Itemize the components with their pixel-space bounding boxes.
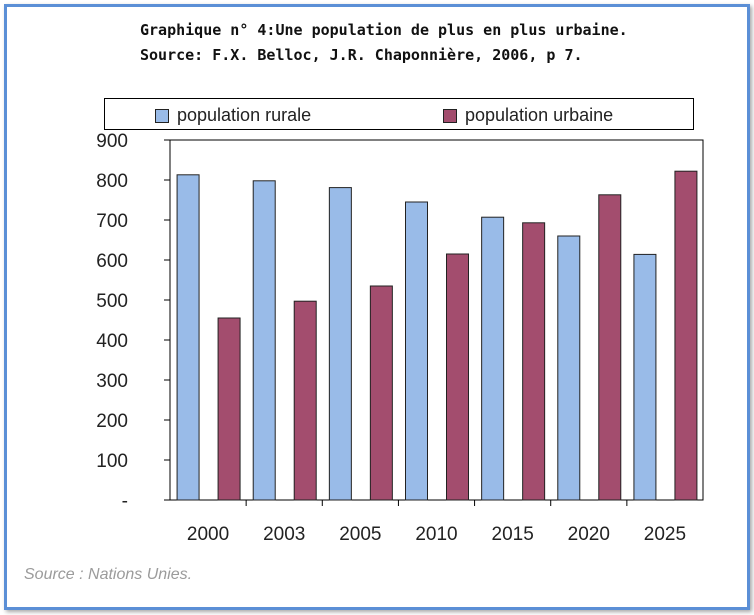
bar-urbaine-2000 (217, 317, 241, 501)
y-tick-label: 200 (96, 411, 128, 432)
bar-rural-2010 (405, 201, 428, 501)
y-tick-label: 900 (96, 131, 128, 152)
legend-swatch-urbaine (443, 109, 457, 124)
bar-urbaine-2010 (446, 253, 469, 501)
y-tick-label: 100 (96, 451, 128, 472)
x-tick-label: 2025 (644, 524, 686, 545)
bar-rural-2025 (633, 253, 657, 501)
x-tick-label: 2020 (568, 524, 610, 545)
bar-urbaine-2003 (293, 300, 317, 501)
y-tick-label: - (122, 491, 128, 512)
x-tick-label: 2000 (187, 524, 229, 545)
legend-label-rural: population rurale (177, 105, 312, 125)
bar-urbaine-2015 (522, 222, 546, 501)
y-tick-label: 800 (96, 171, 128, 192)
bar-rural-2020 (557, 235, 581, 501)
bar-urbaine-2020 (598, 194, 622, 501)
y-tick-label: 700 (96, 211, 128, 232)
x-tick-label: 2003 (263, 524, 305, 545)
plot-area (169, 139, 704, 501)
bar-rural-2005 (328, 187, 352, 501)
legend-label-urbaine: population urbaine (465, 105, 614, 125)
legend: population rurale population urbaine (104, 98, 694, 130)
title-line-2: Source: F.X. Belloc, J.R. Chaponnière, 2… (140, 46, 583, 64)
source-note: Source : Nations Unies. (24, 566, 193, 583)
y-tick-label: 600 (96, 251, 128, 272)
x-tick-label: 2010 (415, 524, 457, 545)
chart-title: Graphique n° 4:Une population de plus en… (140, 18, 628, 68)
bar-urbaine-2025 (674, 170, 698, 501)
legend-item-rural: population rurale (155, 105, 311, 126)
legend-swatch-rural (155, 109, 169, 124)
y-tick-label: 300 (96, 371, 128, 392)
bar-urbaine-2005 (369, 285, 393, 501)
bar-rural-2015 (481, 216, 505, 501)
bar-rural-2000 (176, 174, 200, 501)
bar-rural-2003 (252, 180, 276, 501)
y-tick-label: 400 (96, 331, 128, 352)
legend-item-urbaine: population urbaine (443, 105, 613, 126)
x-tick-label: 2005 (339, 524, 381, 545)
y-tick-label: 500 (96, 291, 128, 312)
x-tick-label: 2015 (492, 524, 534, 545)
title-line-1: Graphique n° 4:Une population de plus en… (140, 21, 628, 39)
